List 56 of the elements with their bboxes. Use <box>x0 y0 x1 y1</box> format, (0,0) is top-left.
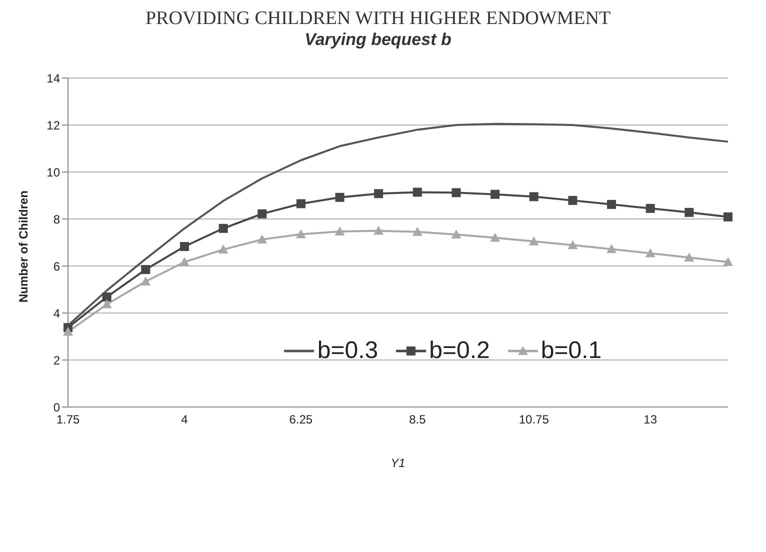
point <box>607 200 616 209</box>
legend-label: b=0.1 <box>540 337 602 365</box>
point <box>412 188 422 197</box>
x-tick-label: 1.75 <box>56 412 80 427</box>
point <box>63 326 73 336</box>
point <box>723 257 733 266</box>
point <box>296 199 306 208</box>
point <box>335 192 344 202</box>
point <box>451 230 462 239</box>
point <box>141 265 150 274</box>
x-tick-label: 13 <box>644 412 658 427</box>
chart-title: PROVIDING CHILDREN WITH HIGHER ENDOWMENT <box>144 8 612 30</box>
x-tick-label: 4 <box>181 412 188 427</box>
legend-label: b=0.2 <box>429 337 490 365</box>
y-tick-label: 14 <box>46 71 60 86</box>
point <box>179 257 190 266</box>
x-axis-title: Y1 <box>390 456 406 470</box>
point <box>684 208 694 217</box>
point <box>452 188 461 198</box>
legend-label: b=0.3 <box>317 337 378 365</box>
y-tick-label: 6 <box>53 259 60 274</box>
point <box>180 242 189 251</box>
point <box>646 204 655 213</box>
y-tick-label: 8 <box>53 212 60 226</box>
point <box>374 189 384 198</box>
point <box>568 196 578 205</box>
point <box>529 192 538 202</box>
point <box>102 292 112 302</box>
point <box>490 232 500 242</box>
point <box>258 209 267 218</box>
point <box>568 240 578 250</box>
chart-subtitle: Varying bequest b <box>304 30 452 50</box>
y-tick-label: 12 <box>46 118 60 132</box>
point <box>490 190 500 199</box>
y-tick-label: 0 <box>53 400 60 414</box>
point <box>334 226 345 236</box>
y-tick-label: 4 <box>53 306 60 320</box>
point <box>606 244 617 254</box>
x-tick-label: 8.5 <box>409 412 426 427</box>
point <box>102 299 112 308</box>
y-axis-title: Number of Children <box>16 190 30 302</box>
point <box>218 244 228 254</box>
point <box>684 252 694 262</box>
point <box>296 229 306 238</box>
y-tick-label: 2 <box>53 353 60 368</box>
point <box>412 226 422 236</box>
x-tick-label: 10.75 <box>518 412 550 427</box>
y-tick-label: 10 <box>46 165 60 180</box>
x-tick-label: 6.25 <box>289 412 313 427</box>
point <box>374 226 384 235</box>
point <box>257 234 268 244</box>
point <box>724 212 732 222</box>
point <box>140 276 151 286</box>
point <box>218 224 228 233</box>
point <box>645 248 656 258</box>
point <box>528 236 539 246</box>
